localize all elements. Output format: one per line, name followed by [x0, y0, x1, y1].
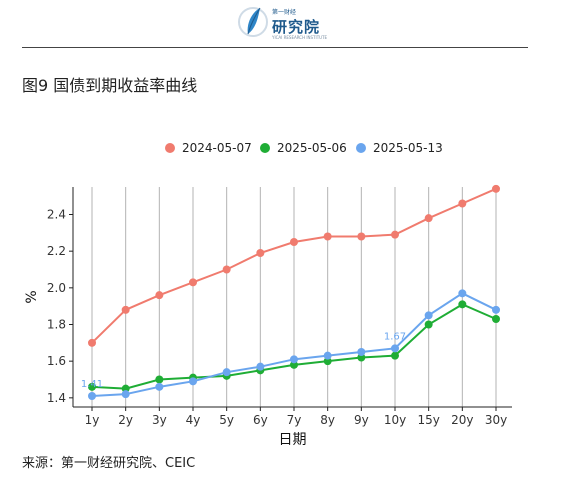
data-label-10y: 1.67 — [384, 331, 406, 342]
data-point-2025-05-13-5y — [222, 368, 231, 377]
data-point-2025-05-13-2y — [121, 390, 130, 399]
data-point-2025-05-13-6y — [256, 362, 265, 371]
legend-marker-2025-05-06 — [260, 143, 270, 153]
x-tick-label: 7y — [287, 413, 302, 427]
data-point-2024-05-07-20y — [458, 199, 467, 208]
data-point-2025-05-06-10y — [391, 351, 399, 360]
data-point-2025-05-13-10y — [391, 344, 399, 353]
data-point-2024-05-07-9y — [357, 232, 366, 241]
x-tick-label: 2y — [118, 413, 133, 427]
data-label-1y: 1.41 — [81, 379, 103, 390]
logo-leaf-icon — [238, 7, 268, 37]
source-note: 来源：第一财经研究院、CEIC — [22, 456, 196, 471]
x-tick-label: 30y — [485, 413, 507, 427]
data-point-2024-05-07-2y — [121, 305, 130, 314]
logo-tagline: YICAI RESEARCH INSTITUTE — [272, 35, 328, 40]
data-point-2025-05-06-7y — [290, 360, 298, 369]
x-tick-label: 1y — [85, 413, 100, 427]
x-tick-label: 4y — [186, 413, 201, 427]
data-point-2025-05-06-9y — [357, 353, 366, 362]
data-point-2025-05-06-1y — [88, 382, 96, 391]
data-point-2025-05-06-8y — [323, 357, 332, 366]
data-point-2025-05-13-4y — [189, 377, 197, 386]
x-tick-label: 10y — [384, 413, 406, 427]
data-point-2024-05-07-3y — [155, 291, 164, 300]
logo-small-text: 第一财经 — [272, 9, 297, 16]
legend-label-2025-05-06: 2025-05-06 — [277, 141, 347, 155]
brand-logo: 第一财经 研究院 YICAI RESEARCH INSTITUTE — [238, 4, 338, 44]
legend-label-2024-05-07: 2024-05-07 — [182, 141, 252, 155]
data-point-2025-05-06-30y — [492, 315, 500, 323]
x-tick-label: 9y — [354, 413, 369, 427]
data-point-2024-05-07-6y — [256, 249, 265, 257]
y-axis-title: % — [24, 290, 40, 303]
legend-marker-2024-05-07 — [165, 143, 175, 153]
data-point-2025-05-06-15y — [424, 320, 433, 329]
y-tick-label: 1.4 — [47, 391, 66, 405]
figure-title: 图9 国债到期收益率曲线 — [22, 76, 198, 95]
data-point-2025-05-06-2y — [121, 384, 130, 393]
x-tick-label: 20y — [451, 413, 473, 427]
y-tick-label: 1.6 — [47, 354, 66, 368]
data-point-2024-05-07-5y — [222, 265, 231, 274]
y-tick-label: 2.0 — [47, 281, 66, 295]
x-tick-label: 6y — [253, 413, 268, 427]
data-point-2024-05-07-4y — [189, 278, 197, 287]
legend-marker-2025-05-13 — [356, 143, 366, 153]
data-point-2025-05-13-15y — [424, 311, 433, 320]
data-point-2024-05-07-30y — [492, 184, 500, 193]
data-point-2025-05-13-8y — [323, 351, 332, 360]
x-tick-label: 15y — [417, 413, 439, 427]
y-tick-label: 2.2 — [47, 244, 66, 258]
data-point-2025-05-13-1y — [88, 392, 96, 400]
data-point-2024-05-07-10y — [391, 230, 399, 239]
header-divider — [22, 47, 528, 48]
x-tick-label: 3y — [152, 413, 167, 427]
logo-title-text: 研究院 — [272, 18, 321, 36]
data-point-2025-05-06-3y — [155, 375, 164, 384]
x-axis-title: 日期 — [279, 432, 307, 448]
y-tick-label: 1.8 — [47, 318, 66, 332]
data-point-2025-05-06-20y — [458, 300, 467, 309]
data-point-2025-05-13-30y — [492, 305, 500, 314]
x-tick-label: 8y — [320, 413, 335, 427]
data-point-2024-05-07-15y — [424, 214, 433, 223]
data-point-2024-05-07-1y — [88, 338, 96, 347]
y-tick-label: 2.4 — [47, 208, 66, 222]
data-point-2025-05-13-3y — [155, 382, 164, 391]
x-tick-label: 5y — [219, 413, 234, 427]
data-point-2025-05-13-20y — [458, 289, 467, 298]
data-point-2025-05-13-9y — [357, 348, 366, 356]
data-point-2024-05-07-8y — [323, 232, 332, 241]
data-point-2025-05-13-7y — [290, 355, 298, 364]
legend-label-2025-05-13: 2025-05-13 — [373, 141, 443, 155]
data-point-2024-05-07-7y — [290, 238, 298, 246]
